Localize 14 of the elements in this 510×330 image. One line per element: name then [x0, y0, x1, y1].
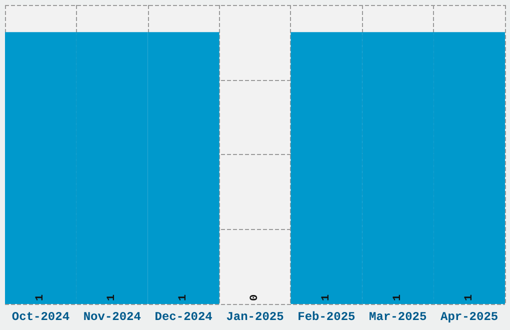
x-tick-label: Jan-2025	[226, 310, 284, 324]
x-tick-label: Nov-2024	[83, 310, 141, 324]
data-label: 1	[463, 294, 476, 301]
data-label: 1	[320, 294, 332, 301]
data-label: 1	[392, 294, 404, 301]
x-tick-label: Feb-2025	[298, 310, 356, 324]
x-tick-label: Mar-2025	[369, 310, 427, 324]
data-label: 0	[249, 294, 261, 301]
data-label: 1	[178, 294, 190, 301]
x-tick-label: Apr-2025	[440, 310, 498, 324]
data-label: 1	[34, 294, 47, 301]
data-label: 1	[106, 294, 118, 301]
x-tick-label: Oct-2024	[12, 310, 70, 324]
x-tick-label: Dec-2024	[154, 310, 212, 324]
